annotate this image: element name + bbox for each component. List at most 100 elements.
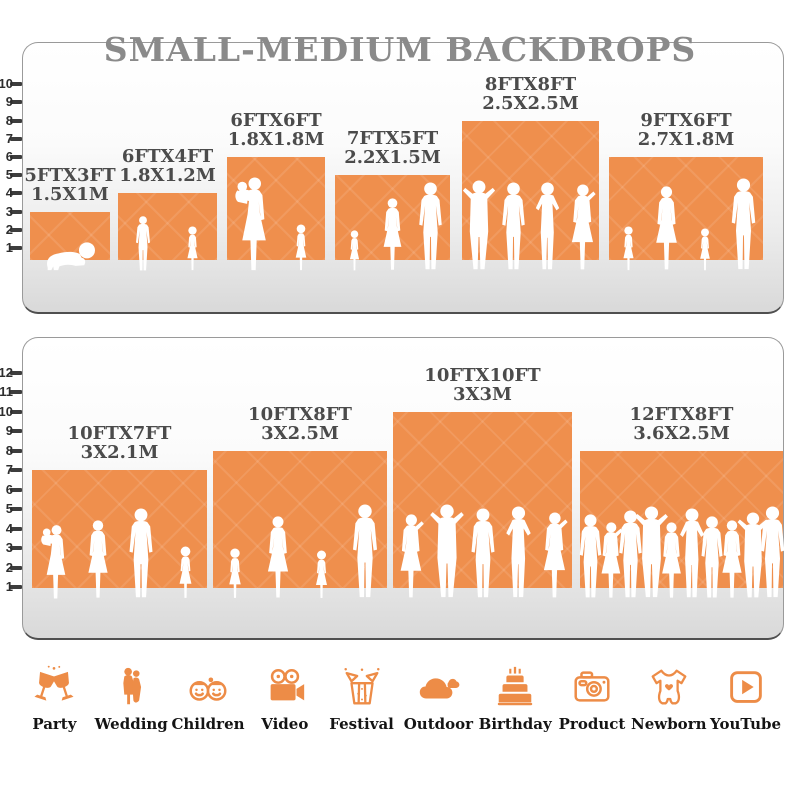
- category-birthday: Birthday: [477, 664, 554, 733]
- ruler-number: 2: [5, 559, 13, 575]
- page-title: SMALL-MEDIUM BACKDROPS: [103, 30, 697, 69]
- ruler-tick: [10, 409, 22, 414]
- category-label: Video: [261, 715, 309, 733]
- ruler-tick: [10, 246, 22, 250]
- category-label: Outdoor: [403, 715, 474, 733]
- festival-icon: [344, 668, 380, 705]
- size-label: 12FTX8FT 3.6X2.5M: [630, 405, 734, 443]
- category-label: Party: [32, 715, 77, 733]
- youtube-icon: [729, 671, 762, 703]
- size-label: 5FTX3FT 1.5X1M: [24, 166, 115, 204]
- children-icon: [189, 677, 227, 701]
- category-label: Product: [558, 715, 626, 733]
- category-label: Newborn: [631, 715, 707, 733]
- ruler-tick: [10, 136, 22, 141]
- ruler-number: 2: [5, 221, 13, 237]
- category-newborn: Newborn: [630, 664, 707, 733]
- size-label: 7FTX5FT 2.2X1.5M: [344, 129, 441, 167]
- size-m: 2.2X1.5M: [344, 147, 441, 169]
- size-ft: 8FTX8FT: [484, 73, 577, 95]
- ruler-number: 5: [5, 501, 13, 516]
- size-ft: 12FTX8FT: [629, 403, 734, 425]
- woman-silhouette: [374, 198, 411, 272]
- ruler-tick: [10, 82, 22, 87]
- ruler-number: 6: [5, 481, 13, 497]
- size-label: 6FTX6FT 1.8X1.8M: [228, 111, 325, 149]
- category-festival: Festival: [323, 664, 400, 733]
- woman-silhouette: [78, 520, 118, 600]
- womanpose-silhouette: [560, 184, 604, 272]
- womanbaby-silhouette: [225, 176, 278, 272]
- ruler-tick: [10, 209, 22, 214]
- ruler-number: 10: [0, 76, 13, 92]
- video-icon: [270, 668, 304, 701]
- category-label: YouTube: [710, 715, 782, 733]
- ruler-number: 4: [5, 520, 13, 536]
- backdrop-bar: [609, 157, 763, 260]
- girl-silhouette: [344, 230, 365, 272]
- category-label: Wedding: [94, 715, 168, 733]
- size-m: 1.8X1.8M: [227, 129, 325, 150]
- man-silhouette: [408, 182, 453, 272]
- ruler-number: 7: [5, 130, 13, 146]
- ruler-tick: [10, 507, 22, 511]
- size-m: 3X2.5M: [261, 422, 339, 444]
- ruler-number: 8: [5, 442, 13, 458]
- size-label: 6FTX4FT 1.8X1.2M: [119, 147, 216, 185]
- size-ft: 6FTX6FT: [230, 110, 322, 131]
- ruler-tick: [10, 429, 22, 433]
- baby-silhouette: [39, 238, 101, 272]
- girl-silhouette: [694, 228, 716, 272]
- size-ft: 9FTX6FT: [640, 110, 732, 131]
- outdoor-icon: [420, 678, 460, 699]
- ruler-tick: [10, 546, 22, 550]
- girl-silhouette: [617, 226, 640, 272]
- ruler-tick: [10, 565, 22, 570]
- ruler-tick: [10, 390, 22, 394]
- category-wedding: Wedding: [93, 664, 170, 733]
- size-label: 10FTX7FT 3X2.1M: [68, 424, 172, 462]
- ruler-number: 6: [5, 149, 13, 164]
- womanbaby-silhouette: [33, 524, 75, 600]
- ruler-number: 8: [5, 112, 13, 128]
- ruler-number: 9: [5, 94, 13, 110]
- ruler-number: 1: [5, 579, 13, 594]
- ruler-tick: [10, 585, 22, 589]
- ruler-tick: [10, 448, 22, 453]
- woman-silhouette: [645, 186, 688, 272]
- category-label: Birthday: [478, 715, 552, 733]
- ruler-tick: [10, 191, 22, 196]
- backdrop-bar: [213, 450, 387, 588]
- man-silhouette: [341, 504, 389, 600]
- size-label: 8FTX8FT 2.5X2.5M: [482, 75, 579, 113]
- size-ft: 10FTX10FT: [424, 364, 541, 386]
- ruler-tick: [10, 526, 22, 531]
- category-product: Product: [554, 664, 631, 733]
- size-label: 9FTX6FT 2.7X1.8M: [638, 111, 735, 149]
- party-icon: [34, 665, 74, 701]
- ruler-number: 4: [5, 185, 13, 201]
- birthday-icon: [497, 666, 533, 706]
- size-m: 2.7X1.8M: [637, 129, 735, 150]
- size-ft: 10FTX7FT: [67, 423, 172, 444]
- product-icon: [574, 671, 610, 702]
- man-silhouette: [720, 178, 767, 272]
- size-m: 1.5X1M: [31, 183, 109, 205]
- girl-silhouette: [309, 550, 334, 600]
- man-silhouette: [118, 508, 164, 600]
- ruler-tick: [10, 468, 22, 472]
- ruler-tick: [10, 487, 22, 492]
- ruler-tick: [10, 227, 22, 232]
- ruler-tick: [10, 173, 22, 178]
- category-label: Festival: [329, 715, 394, 733]
- size-m: 1.8X1.2M: [119, 165, 216, 187]
- category-children: Children: [170, 664, 247, 733]
- man-silhouette: [749, 506, 796, 600]
- category-party: Party: [16, 664, 93, 733]
- size-ft: 10FTX8FT: [248, 403, 352, 425]
- girl-silhouette: [181, 226, 204, 272]
- size-m: 3X2.1M: [80, 442, 159, 463]
- woman-silhouette: [257, 516, 299, 600]
- wedding-icon: [123, 667, 142, 705]
